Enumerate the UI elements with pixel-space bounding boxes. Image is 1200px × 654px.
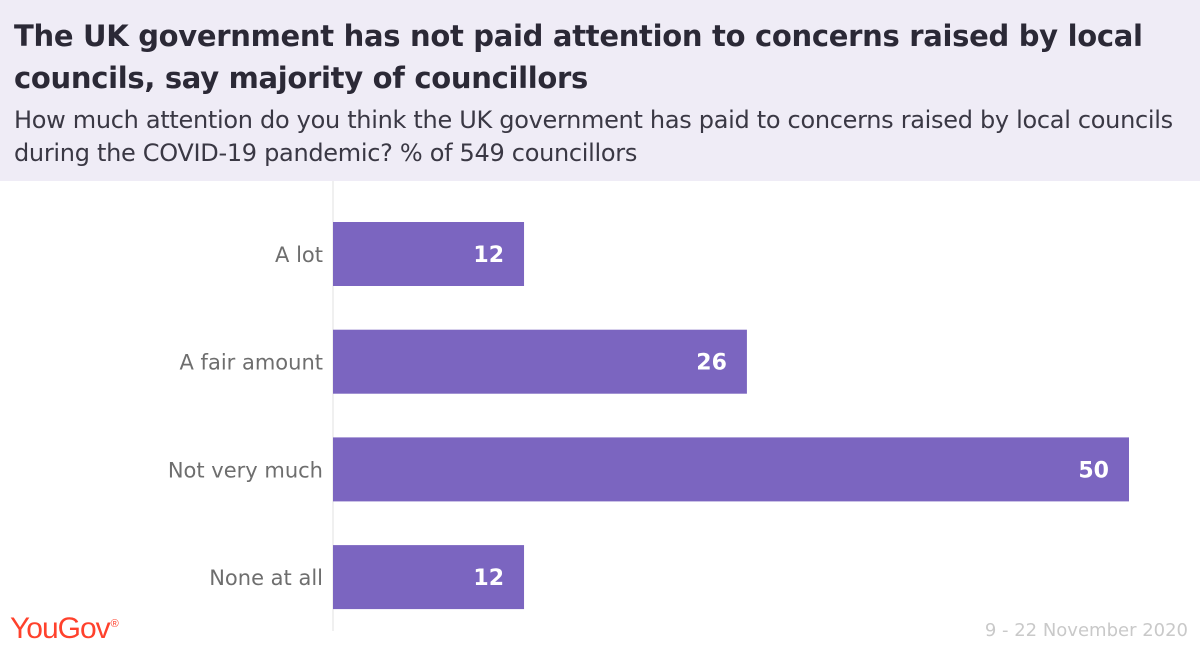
bar-a-lot bbox=[333, 222, 525, 286]
logo-text: YouGov bbox=[10, 612, 111, 645]
bar-a-fair-amount bbox=[333, 329, 747, 394]
chart-subtitle: How much attention do you think the UK g… bbox=[14, 106, 1173, 167]
category-label: None at all bbox=[209, 566, 323, 590]
bars-group: A lot 12 A fair amount 26 Not very much 50 Non… bbox=[168, 222, 1129, 610]
bar-chart: A lot 12 A fair amount 26 Not very much 50 Non… bbox=[168, 181, 1129, 631]
value-label: 50 bbox=[1078, 458, 1109, 483]
header-panel: The UK government has not paid attention… bbox=[0, 0, 1200, 181]
category-label: A lot bbox=[275, 243, 323, 267]
date-range: 9 - 22 November 2020 bbox=[984, 620, 1188, 641]
yougov-logo: YouGov® bbox=[10, 612, 119, 646]
value-label: 12 bbox=[473, 243, 504, 268]
category-label: A fair amount bbox=[180, 351, 323, 375]
bar-not-very-much bbox=[333, 437, 1129, 502]
registered-mark: ® bbox=[110, 618, 119, 630]
bar-none-at-all bbox=[333, 545, 525, 610]
chart-title: The UK government has not paid attention… bbox=[14, 19, 1143, 95]
value-label: 26 bbox=[696, 351, 727, 376]
value-label: 12 bbox=[473, 566, 504, 591]
category-label: Not very much bbox=[168, 458, 323, 482]
